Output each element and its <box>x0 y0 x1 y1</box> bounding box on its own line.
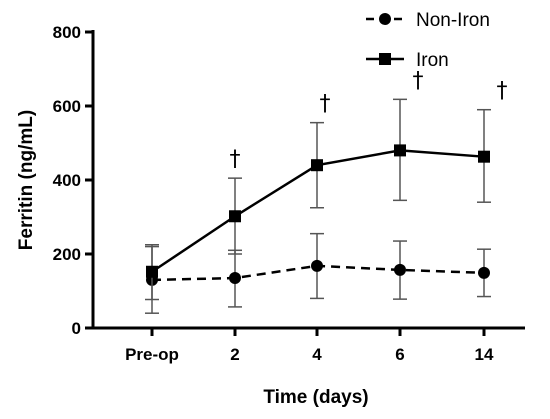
significance-mark: † <box>413 68 424 93</box>
y-tick-label: 0 <box>72 319 81 338</box>
y-tick-label: 200 <box>53 245 81 264</box>
x-tick-label: 14 <box>475 345 494 364</box>
significance-mark: † <box>230 147 241 172</box>
series-non-iron <box>145 232 491 314</box>
legend-item: Non-Iron <box>366 10 490 31</box>
x-tick-label: 2 <box>230 345 239 364</box>
legend-marker <box>379 53 391 65</box>
data-point <box>478 266 490 279</box>
x-axis-title: Time (days) <box>263 387 368 408</box>
x-tick-label: 4 <box>312 345 322 364</box>
y-axis-title: Ferritin (ng/mL) <box>16 110 37 250</box>
y-tick-label: 800 <box>53 23 81 42</box>
data-point <box>394 144 406 157</box>
y-tick-label: 400 <box>53 171 81 190</box>
data-point <box>394 263 406 276</box>
series-iron <box>145 98 491 301</box>
data-point <box>146 265 158 278</box>
legend-marker <box>379 13 391 25</box>
data-point <box>229 210 241 223</box>
significance-mark: † <box>497 79 508 104</box>
plot-area: 0 200 400 600 800 Pre-op 2 4 6 14 † † † † <box>53 23 525 364</box>
data-point <box>229 272 241 285</box>
data-point <box>311 159 323 172</box>
significance-mark: † <box>320 92 331 117</box>
y-tick-label: 600 <box>53 97 81 116</box>
x-tick-label: 6 <box>395 345 404 364</box>
legend-item: Iron <box>366 50 449 71</box>
legend: Non-Iron Iron <box>366 10 490 71</box>
legend-label: Iron <box>416 50 449 71</box>
legend-label: Non-Iron <box>416 10 490 31</box>
data-point <box>311 259 323 272</box>
data-point <box>478 150 490 163</box>
x-tick-label: Pre-op <box>125 345 179 364</box>
